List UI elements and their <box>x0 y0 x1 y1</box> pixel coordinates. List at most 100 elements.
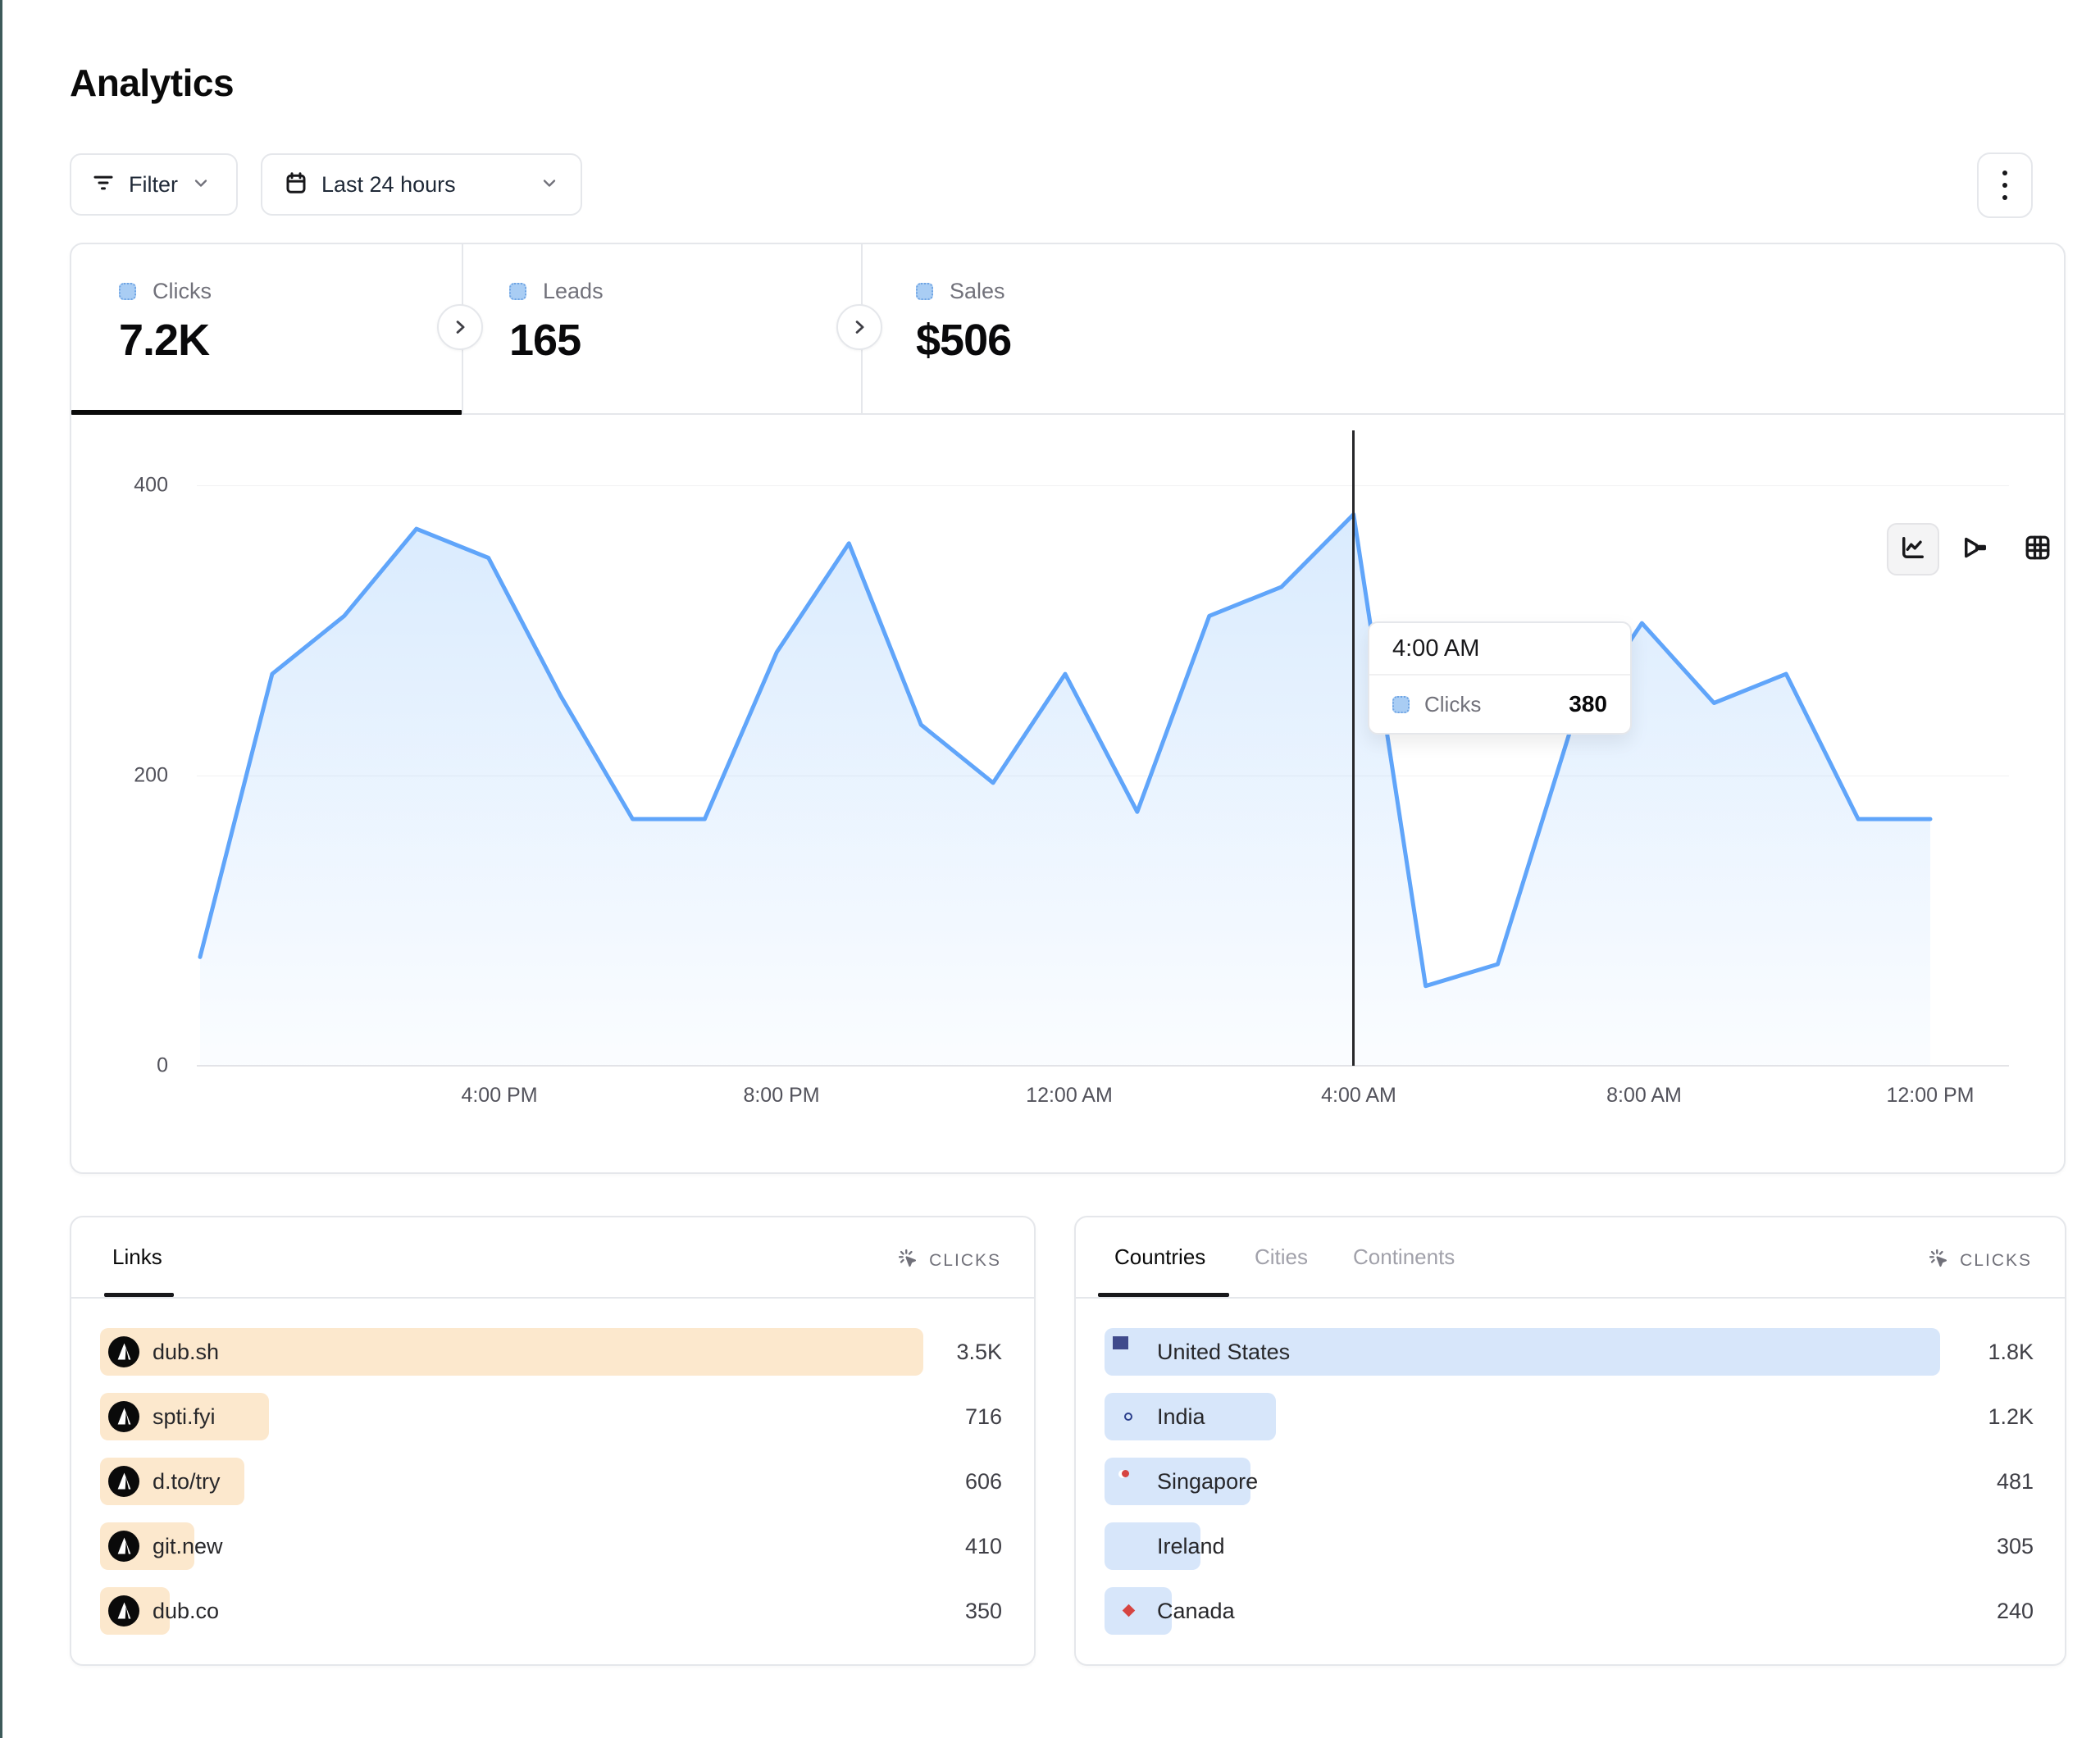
filter-button[interactable]: Filter <box>70 153 238 216</box>
tab-continents[interactable]: Continents <box>1353 1244 1455 1269</box>
country-row[interactable]: India 1.2K <box>1105 1393 2034 1440</box>
links-metric-selector[interactable]: CLICKS <box>896 1247 1001 1274</box>
countries-metric-selector[interactable]: CLICKS <box>1927 1247 2032 1274</box>
tab-countries[interactable]: Countries <box>1114 1244 1206 1269</box>
link-row[interactable]: dub.sh 3.5K <box>100 1328 1002 1376</box>
leads-tab-value: 165 <box>509 316 581 365</box>
country-value: 1.2K <box>1988 1404 2034 1429</box>
cursor-click-icon <box>1927 1247 1950 1274</box>
country-row[interactable]: Singapore 481 <box>1105 1458 2034 1505</box>
y-axis-tick-0: 0 <box>157 1053 168 1077</box>
link-bar <box>100 1328 923 1376</box>
y-axis-tick-400: 400 <box>134 473 168 497</box>
active-tab-underline <box>71 410 462 415</box>
link-label: git.new <box>153 1534 223 1558</box>
chevron-right-icon <box>855 321 864 334</box>
x-axis-tick: 12:00 AM <box>1026 1084 1113 1107</box>
analytics-card: Clicks 7.2K Leads 165 Sales $506 <box>70 243 2066 1174</box>
link-value: 410 <box>964 1534 1002 1558</box>
link-row[interactable]: spti.fyi 716 <box>100 1393 1002 1440</box>
chevron-down-icon <box>191 173 211 197</box>
tooltip-value: 380 <box>1569 691 1607 717</box>
link-value: 606 <box>964 1469 1002 1494</box>
x-axis-tick: 4:00 PM <box>461 1084 538 1107</box>
cursor-click-icon <box>896 1247 919 1274</box>
country-bar <box>1105 1328 1940 1376</box>
country-value: 305 <box>1996 1534 2034 1558</box>
date-range-button[interactable]: Last 24 hours <box>261 153 582 216</box>
sales-tab-label: Sales <box>950 279 1005 303</box>
kebab-menu-icon <box>2002 171 2007 200</box>
country-label: India <box>1157 1404 1205 1429</box>
table-view-button[interactable] <box>2011 523 2064 576</box>
left-accent-bar <box>0 0 2 1738</box>
next-metric-button[interactable] <box>437 304 483 350</box>
dub-logo-icon <box>108 1595 139 1627</box>
link-value: 3.5K <box>956 1340 1002 1364</box>
country-label: Ireland <box>1157 1534 1225 1558</box>
dub-logo-icon <box>108 1531 139 1562</box>
country-row[interactable]: Canada 240 <box>1105 1587 2034 1635</box>
links-panel: Links CLICKS <box>70 1216 1036 1666</box>
sales-indicator-icon <box>916 283 933 300</box>
panel-header-divider <box>71 1297 1034 1299</box>
link-row[interactable]: git.new 410 <box>100 1522 1002 1570</box>
link-label: d.to/try <box>153 1469 221 1494</box>
link-label: dub.co <box>153 1599 220 1623</box>
more-options-button[interactable] <box>1977 152 2033 218</box>
country-value: 1.8K <box>1988 1340 2034 1364</box>
link-row[interactable]: d.to/try 606 <box>100 1458 1002 1505</box>
y-axis-tick-200: 200 <box>134 763 168 787</box>
filter-button-label: Filter <box>129 171 178 197</box>
country-label: Canada <box>1157 1599 1235 1623</box>
next-metric-button[interactable] <box>836 304 882 350</box>
tooltip-series-label: Clicks <box>1424 691 1482 717</box>
funnel-icon <box>1961 533 1990 566</box>
country-row[interactable]: United States 1.8K <box>1105 1328 2034 1376</box>
link-value: 716 <box>964 1404 1002 1429</box>
x-axis-tick: 8:00 PM <box>743 1084 820 1107</box>
link-value: 350 <box>964 1599 1002 1623</box>
sales-tab-value: $506 <box>916 316 1012 365</box>
date-range-label: Last 24 hours <box>321 171 456 197</box>
panel-header-divider <box>1076 1297 2065 1299</box>
link-label: dub.sh <box>153 1340 220 1364</box>
chart-tooltip: 4:00 AM Clicks 380 <box>1368 621 1632 735</box>
dub-logo-icon <box>108 1466 139 1497</box>
links-tab-underline <box>104 1293 174 1297</box>
x-axis-tick: 8:00 AM <box>1606 1084 1682 1107</box>
country-bar <box>1105 1587 1172 1635</box>
line-chart-icon <box>1898 533 1928 566</box>
country-label: United States <box>1157 1340 1291 1364</box>
clicks-tab-label: Clicks <box>153 279 212 303</box>
gridline-400 <box>197 485 2009 486</box>
tab-links[interactable]: Links <box>112 1244 162 1269</box>
clicks-indicator-icon <box>119 283 136 300</box>
page-title: Analytics <box>70 61 235 104</box>
grid-table-icon <box>2023 533 2052 566</box>
chevron-down-icon <box>540 173 559 197</box>
tab-leads[interactable]: Leads 165 <box>509 244 796 413</box>
country-row[interactable]: Ireland 305 <box>1105 1522 2034 1570</box>
link-label: spti.fyi <box>153 1404 216 1429</box>
tabs-bottom-border <box>71 413 2064 415</box>
chevron-right-icon <box>456 321 465 334</box>
tab-sales[interactable]: Sales $506 <box>916 244 1203 413</box>
calendar-icon <box>284 171 308 199</box>
links-metric-label: CLICKS <box>929 1250 1001 1270</box>
country-bar <box>1105 1522 1200 1570</box>
funnel-view-button[interactable] <box>1949 523 2002 576</box>
dub-logo-icon <box>108 1336 139 1367</box>
tab-clicks[interactable]: Clicks 7.2K <box>119 244 447 413</box>
tooltip-clicks-indicator-icon <box>1392 695 1410 713</box>
line-chart-view-button[interactable] <box>1887 523 1939 576</box>
x-axis-baseline <box>197 1065 2009 1067</box>
chart-crosshair-line <box>1352 430 1355 1066</box>
tab-cities[interactable]: Cities <box>1255 1244 1309 1269</box>
tooltip-time: 4:00 AM <box>1369 623 1630 676</box>
leads-tab-label: Leads <box>543 279 604 303</box>
link-row[interactable]: dub.co 350 <box>100 1587 1002 1635</box>
x-axis-tick: 12:00 PM <box>1886 1084 1975 1107</box>
country-value: 481 <box>1996 1469 2034 1494</box>
